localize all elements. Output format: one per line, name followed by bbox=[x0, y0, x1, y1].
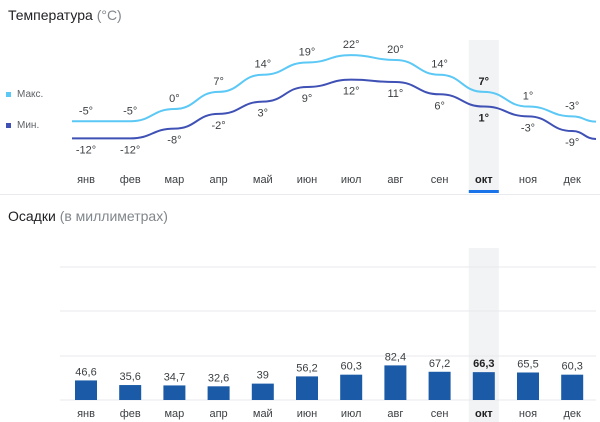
precip-bar bbox=[296, 376, 318, 400]
precip-bar bbox=[251, 383, 274, 400]
temperature-line-max bbox=[72, 54, 597, 123]
precip-value-label: 34,7 bbox=[164, 371, 185, 383]
precipitation-title: Осадки (в миллиметрах) bbox=[8, 208, 168, 224]
precip-bar bbox=[119, 385, 142, 400]
temperature-max-label: 20° bbox=[387, 44, 404, 56]
temperature-line-min bbox=[72, 78, 597, 140]
precipitation-unit: (в миллиметрах) bbox=[59, 208, 168, 224]
precip-month-label: май bbox=[253, 408, 273, 420]
section-divider bbox=[0, 194, 600, 195]
month-tab-3[interactable]: апр bbox=[209, 174, 227, 186]
precip-value-label: 46,6 bbox=[75, 366, 96, 378]
temperature-min-label: 1° bbox=[479, 113, 490, 125]
temperature-max-label: 7° bbox=[213, 76, 224, 88]
precip-month-label: ноя bbox=[519, 408, 537, 420]
month-tab-11[interactable]: дек bbox=[564, 174, 582, 186]
precip-bar bbox=[207, 386, 230, 400]
temperature-min-label: 9° bbox=[302, 93, 313, 105]
precip-value-label: 60,3 bbox=[561, 361, 582, 373]
temperature-min-label: 6° bbox=[434, 100, 445, 112]
temperature-max-label: 7° bbox=[479, 76, 490, 88]
precip-bar bbox=[75, 380, 97, 400]
temperature-max-label: 0° bbox=[169, 93, 180, 105]
precip-value-label: 60,3 bbox=[340, 361, 361, 373]
selected-month-highlight-temp bbox=[468, 40, 499, 192]
temperature-max-label: -3° bbox=[565, 100, 579, 112]
selected-month-underline bbox=[468, 190, 499, 193]
legend-max-swatch bbox=[6, 92, 11, 97]
precip-bar bbox=[472, 372, 495, 400]
month-tab-2[interactable]: мар bbox=[164, 174, 184, 186]
precip-month-label: сен bbox=[431, 408, 449, 420]
precip-value-label: 82,4 bbox=[385, 351, 406, 363]
temperature-min-label: -9° bbox=[565, 137, 579, 149]
legend-min-label: Мин. bbox=[17, 120, 40, 131]
precip-month-label: июн bbox=[297, 408, 317, 420]
precip-bar bbox=[340, 374, 363, 400]
temperature-unit: (°C) bbox=[96, 7, 122, 23]
temperature-min-label: -2° bbox=[212, 120, 226, 132]
month-tab-8[interactable]: сен bbox=[431, 174, 449, 186]
month-tab-7[interactable]: авг bbox=[387, 174, 403, 186]
temperature-min-label: 12° bbox=[343, 86, 360, 98]
temperature-max-label: 1° bbox=[523, 91, 534, 103]
temperature-min-label: -12° bbox=[120, 144, 140, 156]
month-tab-4[interactable]: май bbox=[253, 174, 273, 186]
temperature-min-label: -12° bbox=[76, 144, 96, 156]
precip-value-label: 56,2 bbox=[296, 362, 317, 374]
precip-month-label: дек bbox=[564, 408, 582, 420]
temperature-max-label: 19° bbox=[299, 46, 316, 58]
precip-month-label: фев bbox=[120, 408, 141, 420]
month-tab-5[interactable]: июн bbox=[297, 174, 317, 186]
precipitation-title-text: Осадки bbox=[8, 208, 56, 224]
temperature-max-label: -5° bbox=[79, 105, 93, 117]
precip-month-label: апр bbox=[209, 408, 227, 420]
temperature-min-label: -3° bbox=[521, 122, 535, 134]
precip-month-label: мар bbox=[164, 408, 184, 420]
precip-value-label: 67,2 bbox=[429, 358, 450, 370]
precip-bar bbox=[384, 365, 407, 400]
precip-bar bbox=[163, 385, 186, 400]
precip-bar bbox=[428, 371, 451, 400]
legend-min: Мин. bbox=[6, 120, 39, 131]
precip-month-label: окт bbox=[475, 408, 493, 420]
temperature-max-label: 22° bbox=[343, 39, 360, 51]
precip-month-label: авг bbox=[387, 408, 403, 420]
temperature-min-label: -8° bbox=[167, 135, 181, 147]
temperature-max-label: 14° bbox=[431, 59, 448, 71]
precip-bar bbox=[561, 374, 584, 400]
legend-min-swatch bbox=[6, 123, 11, 128]
temperature-title: Температура (°C) bbox=[8, 7, 122, 23]
temperature-min-label: 3° bbox=[258, 108, 269, 120]
precip-bar bbox=[517, 372, 539, 400]
precip-value-label: 39 bbox=[257, 370, 269, 382]
temperature-title-text: Температура bbox=[8, 7, 93, 23]
month-tab-1[interactable]: фев bbox=[120, 174, 141, 186]
precip-value-label: 32,6 bbox=[208, 372, 229, 384]
month-tab-6[interactable]: июл bbox=[341, 174, 362, 186]
month-tab-0[interactable]: янв bbox=[77, 174, 95, 186]
legend-max: Макс. bbox=[6, 89, 43, 100]
precip-value-label: 66,3 bbox=[473, 358, 494, 370]
precip-value-label: 35,6 bbox=[119, 371, 140, 383]
month-tab-9[interactable]: окт bbox=[475, 174, 493, 186]
month-tab-10[interactable]: ноя bbox=[519, 174, 537, 186]
precip-value-label: 65,5 bbox=[517, 358, 538, 370]
precip-month-label: янв bbox=[77, 408, 95, 420]
temperature-max-label: 14° bbox=[254, 59, 271, 71]
temperature-min-label: 11° bbox=[387, 88, 403, 100]
precip-month-label: июл bbox=[341, 408, 362, 420]
legend-max-label: Макс. bbox=[17, 89, 44, 100]
temperature-max-label: -5° bbox=[123, 105, 137, 117]
